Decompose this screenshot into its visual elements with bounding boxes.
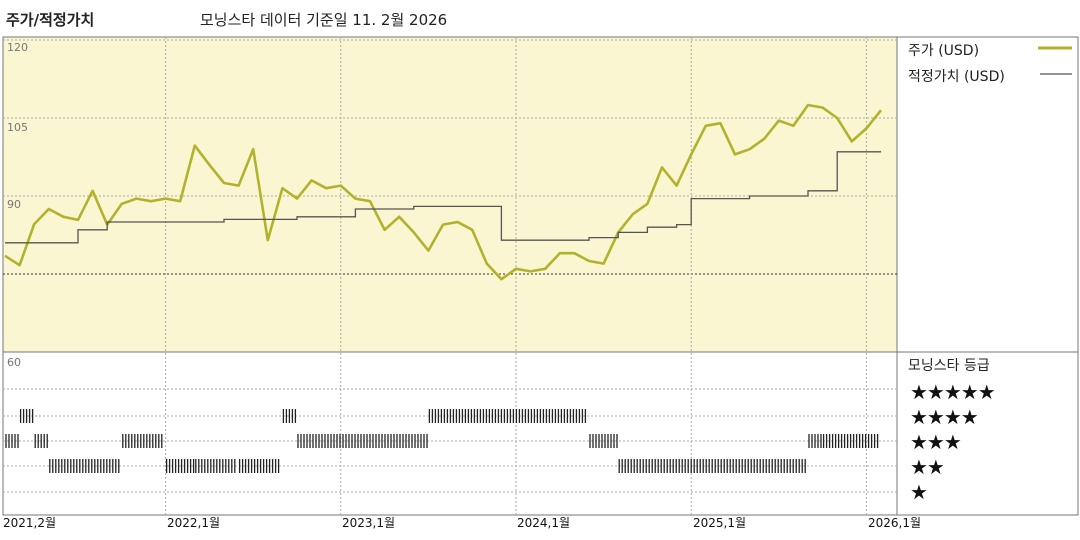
rating-period-block <box>282 409 297 423</box>
star-rating-2-label: ★★ <box>910 455 945 479</box>
rating-period-block <box>618 459 806 473</box>
rating-period-block <box>589 434 618 448</box>
rating-period-block <box>122 434 163 448</box>
y-tick-label: 105 <box>7 121 28 134</box>
y-tick-label: 120 <box>7 41 28 54</box>
fair-value-series-line <box>5 151 881 244</box>
x-tick-label: 2021,2월 <box>3 516 57 530</box>
legend-price: 주가 (USD) <box>908 43 980 59</box>
rating-period-block <box>165 459 195 473</box>
x-tick-label: 2022,1월 <box>167 516 221 530</box>
x-tick-label: 2025,1월 <box>693 516 747 530</box>
rating-period-block <box>297 434 428 448</box>
y-tick-label: 90 <box>7 198 21 211</box>
rating-period-block <box>34 434 48 448</box>
price-series-line <box>4 103 883 281</box>
x-tick-label: 2023,1월 <box>342 516 396 530</box>
rating-period-block <box>49 459 120 473</box>
chart-subtitle: 모닝스타 데이터 기준일 11. 2월 2026 <box>200 11 448 29</box>
rating-period-block <box>428 409 587 423</box>
rating-period-block <box>822 434 879 448</box>
star-rating-3-label: ★★★ <box>910 430 962 454</box>
star-rating-5-label: ★★★★★ <box>910 380 996 404</box>
chart-title: 주가/적정가치 <box>6 11 95 29</box>
star-rating-4-label: ★★★★ <box>910 405 979 429</box>
rating-period-block <box>195 459 236 473</box>
rating-period-block <box>238 459 280 473</box>
rating-period-block <box>808 434 822 448</box>
x-tick-label: 2026,1월 <box>868 516 922 530</box>
star-rating-1-label: ★ <box>910 480 928 504</box>
rating-panel-title: 모닝스타 등급 <box>908 358 990 374</box>
y-tick-label: 60 <box>7 356 21 369</box>
legend-fair-value: 적정가치 (USD) <box>908 69 1005 85</box>
chart-frame <box>2 36 1079 516</box>
price-plot-background <box>3 37 897 352</box>
rating-period-block <box>5 434 19 448</box>
x-tick-label: 2024,1월 <box>517 516 571 530</box>
rating-period-block <box>19 409 34 423</box>
